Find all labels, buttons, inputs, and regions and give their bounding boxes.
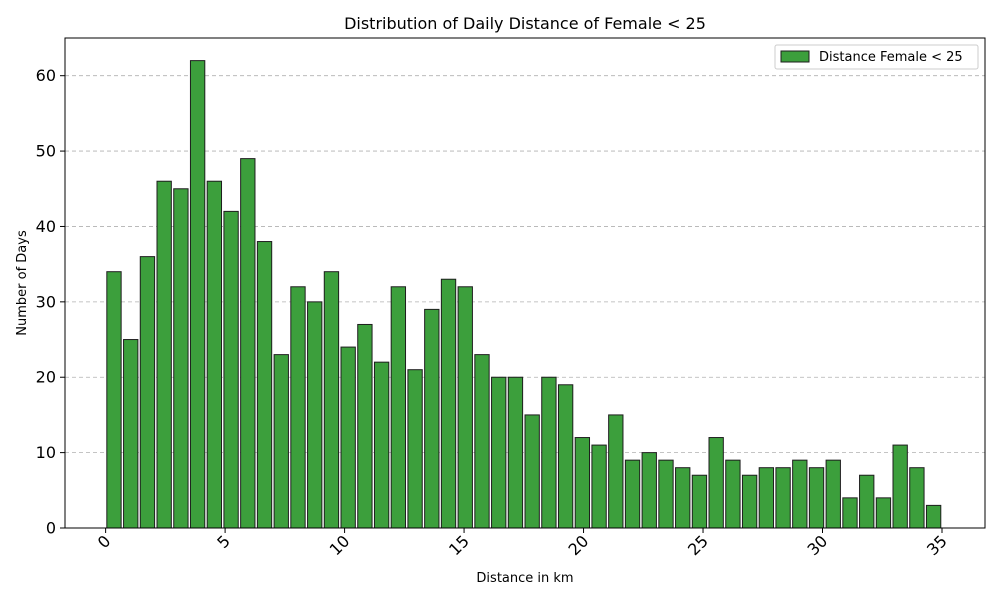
bar xyxy=(608,414,624,529)
bar xyxy=(206,180,223,529)
x-tick-label: 30 xyxy=(804,531,832,559)
bar xyxy=(658,459,674,529)
bar xyxy=(591,444,607,529)
bar xyxy=(691,474,708,529)
y-tick-label: 20 xyxy=(36,368,56,387)
bar xyxy=(725,459,741,529)
bar xyxy=(524,414,540,529)
bar xyxy=(290,286,306,529)
bar xyxy=(440,278,457,529)
bar xyxy=(223,210,239,529)
bar xyxy=(156,180,172,529)
bar xyxy=(340,346,356,529)
x-tick-label: 35 xyxy=(923,531,951,559)
bar xyxy=(842,497,858,529)
chart-title: Distribution of Daily Distance of Female… xyxy=(344,14,706,33)
bar xyxy=(307,301,323,529)
bar xyxy=(474,354,490,529)
x-tick-label: 5 xyxy=(213,531,234,552)
bar xyxy=(139,256,156,529)
bar xyxy=(106,271,122,529)
bar xyxy=(123,339,139,529)
bar xyxy=(925,504,942,529)
bar xyxy=(256,241,273,529)
bar xyxy=(507,376,524,529)
bar xyxy=(390,286,407,529)
bar xyxy=(240,158,256,529)
bar xyxy=(323,271,340,529)
y-tick-label: 10 xyxy=(36,443,56,462)
bar xyxy=(825,459,841,529)
bar xyxy=(373,361,390,529)
y-tick-label: 40 xyxy=(36,217,56,236)
legend-swatch xyxy=(780,50,810,63)
bar xyxy=(424,308,440,529)
plot-frame xyxy=(64,37,986,529)
bar xyxy=(273,354,289,529)
grid-lines xyxy=(65,75,985,454)
y-tick-label: 50 xyxy=(36,142,56,161)
bar xyxy=(909,467,925,529)
x-tick-label: 0 xyxy=(94,531,115,552)
x-axis-label: Distance in km xyxy=(476,571,573,586)
bar xyxy=(859,474,875,529)
y-axis-label: Number of Days xyxy=(15,230,30,336)
bar xyxy=(173,188,189,529)
x-tick-label: 20 xyxy=(565,531,593,559)
bar xyxy=(189,60,206,529)
y-tick-label: 60 xyxy=(36,66,56,85)
bar xyxy=(892,444,908,529)
x-tick-label: 10 xyxy=(326,531,354,559)
x-tick-label: 15 xyxy=(445,531,473,559)
bar xyxy=(624,459,641,529)
bar xyxy=(574,437,591,529)
legend-box xyxy=(774,44,979,70)
bar xyxy=(708,437,724,529)
bar xyxy=(357,323,373,529)
bar xyxy=(557,384,574,529)
y-axis-ticks: 0 10 20 30 40 50 60 xyxy=(36,66,65,538)
bar xyxy=(875,497,892,529)
legend-label: Distance Female < 25 xyxy=(819,50,963,65)
legend: Distance Female < 25 xyxy=(774,44,979,70)
bar xyxy=(808,467,825,529)
bar xyxy=(407,369,423,529)
bars xyxy=(106,60,942,529)
bar xyxy=(541,376,557,529)
x-tick-label: 25 xyxy=(684,531,712,559)
bar xyxy=(741,474,758,529)
x-axis-ticks: 0 5 10 15 20 25 30 35 xyxy=(94,528,951,559)
bar xyxy=(675,467,691,529)
bar xyxy=(491,376,507,529)
bar xyxy=(758,467,775,529)
bar xyxy=(641,452,657,529)
bar xyxy=(775,467,791,529)
y-tick-label: 30 xyxy=(36,292,56,311)
bar xyxy=(792,459,808,529)
bar xyxy=(457,286,473,529)
y-tick-label: 0 xyxy=(46,519,56,538)
